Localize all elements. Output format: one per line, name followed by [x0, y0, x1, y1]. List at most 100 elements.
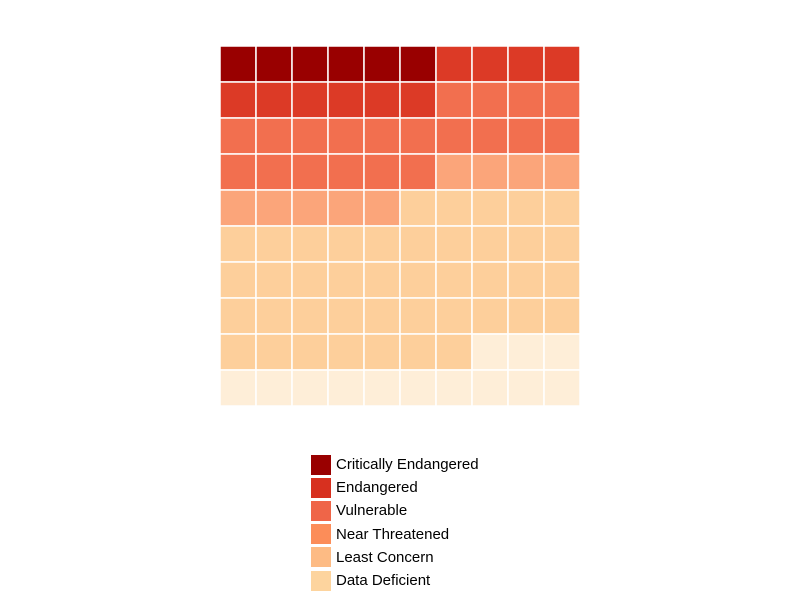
waffle-cell — [399, 189, 437, 227]
waffle-cell — [327, 153, 365, 191]
waffle-cell — [471, 81, 509, 119]
legend-label: Critically Endangered — [336, 456, 479, 474]
waffle-cell — [363, 333, 401, 371]
waffle-cell — [435, 225, 473, 263]
waffle-cell — [399, 297, 437, 335]
waffle-cell — [399, 45, 437, 83]
waffle-cell — [471, 261, 509, 299]
waffle-cell — [219, 333, 257, 371]
waffle-cell — [363, 153, 401, 191]
waffle-cell — [219, 81, 257, 119]
waffle-cell — [363, 117, 401, 155]
legend-label: Vulnerable — [336, 502, 408, 520]
waffle-cell — [507, 369, 545, 407]
waffle-cell — [291, 153, 329, 191]
waffle-cell — [399, 153, 437, 191]
waffle-cell — [291, 45, 329, 83]
legend-swatch — [311, 454, 331, 475]
waffle-cell — [327, 333, 365, 371]
waffle-cell — [543, 225, 581, 263]
legend-item: Vulnerable — [311, 499, 479, 522]
waffle-cell — [507, 225, 545, 263]
waffle-cell — [399, 333, 437, 371]
waffle-cell — [255, 333, 293, 371]
waffle-cell — [255, 261, 293, 299]
waffle-cell — [399, 117, 437, 155]
waffle-cell — [219, 117, 257, 155]
waffle-cell — [327, 189, 365, 227]
waffle-cell — [543, 81, 581, 119]
waffle-cell — [435, 45, 473, 83]
legend-swatch — [311, 570, 331, 591]
waffle-cell — [471, 297, 509, 335]
legend-item: Least Concern — [311, 546, 479, 569]
waffle-cell — [363, 189, 401, 227]
legend-swatch — [311, 547, 331, 568]
waffle-cell — [471, 369, 509, 407]
waffle-cell — [291, 189, 329, 227]
waffle-cell — [435, 297, 473, 335]
waffle-cell — [291, 369, 329, 407]
waffle-cell — [435, 333, 473, 371]
waffle-cell — [219, 297, 257, 335]
waffle-cell — [219, 45, 257, 83]
waffle-cell — [543, 297, 581, 335]
waffle-cell — [507, 117, 545, 155]
waffle-cell — [255, 117, 293, 155]
legend-swatch — [311, 477, 331, 498]
waffle-cell — [543, 45, 581, 83]
waffle-cell — [543, 369, 581, 407]
waffle-cell — [291, 225, 329, 263]
waffle-cell — [363, 81, 401, 119]
waffle-cell — [291, 333, 329, 371]
waffle-cell — [543, 333, 581, 371]
waffle-cell — [399, 81, 437, 119]
waffle-cell — [255, 153, 293, 191]
legend-swatch — [311, 500, 331, 521]
waffle-cell — [435, 81, 473, 119]
waffle-cell — [507, 297, 545, 335]
waffle-cell — [435, 261, 473, 299]
legend-label: Near Threatened — [336, 525, 450, 543]
waffle-cell — [543, 117, 581, 155]
waffle-cell — [219, 189, 257, 227]
waffle-cell — [219, 261, 257, 299]
waffle-cell — [399, 225, 437, 263]
waffle-cell — [435, 189, 473, 227]
waffle-cell — [435, 369, 473, 407]
waffle-cell — [363, 225, 401, 263]
waffle-cell — [327, 369, 365, 407]
waffle-cell — [507, 45, 545, 83]
waffle-cell — [327, 117, 365, 155]
waffle-cell — [327, 261, 365, 299]
waffle-cell — [543, 261, 581, 299]
waffle-cell — [507, 189, 545, 227]
legend-item: Near Threatened — [311, 523, 479, 546]
waffle-cell — [507, 261, 545, 299]
waffle-cell — [363, 45, 401, 83]
waffle-cell — [399, 369, 437, 407]
waffle-cell — [291, 117, 329, 155]
chart-legend: Critically Endangered Endangered Vulnerabl… — [311, 453, 479, 592]
waffle-cell — [327, 225, 365, 263]
waffle-cell — [255, 189, 293, 227]
legend-item: Endangered — [311, 476, 479, 499]
waffle-cell — [363, 297, 401, 335]
waffle-cell — [327, 81, 365, 119]
waffle-cell — [471, 117, 509, 155]
waffle-cell — [255, 45, 293, 83]
waffle-cell — [219, 225, 257, 263]
waffle-cell — [219, 153, 257, 191]
waffle-cell — [471, 189, 509, 227]
legend-swatch — [311, 524, 331, 545]
waffle-cell — [363, 369, 401, 407]
waffle-cell — [255, 297, 293, 335]
waffle-cell — [327, 297, 365, 335]
waffle-cell — [255, 81, 293, 119]
waffle-cell — [399, 261, 437, 299]
waffle-cell — [255, 225, 293, 263]
waffle-cell — [219, 369, 257, 407]
waffle-cell — [435, 153, 473, 191]
waffle-cell — [291, 297, 329, 335]
waffle-cell — [543, 153, 581, 191]
